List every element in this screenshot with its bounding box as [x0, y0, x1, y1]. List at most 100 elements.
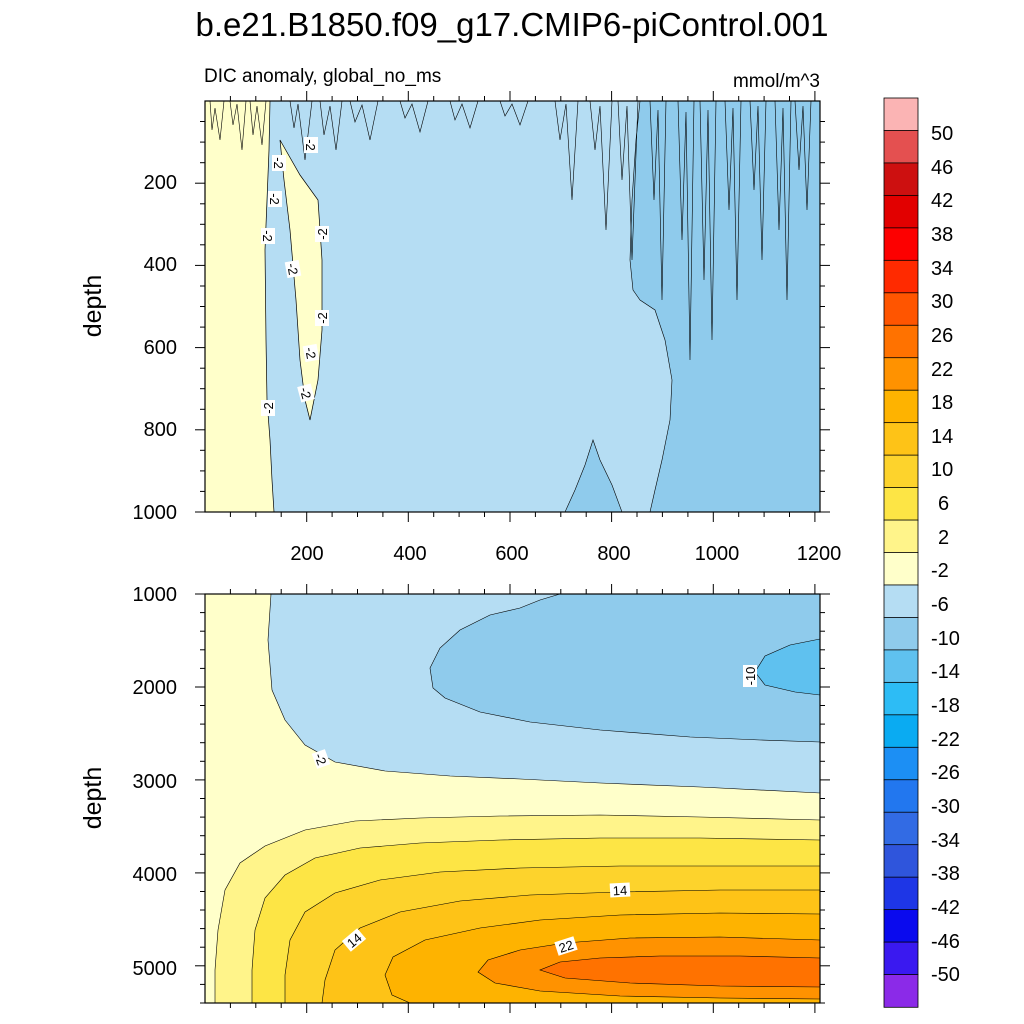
lower-ytick-label: 4000: [133, 864, 178, 886]
contour-label: -10: [743, 667, 758, 686]
colorbar-label: 10: [931, 459, 953, 481]
colorbar-box: [883, 324, 919, 359]
lower-ytick-label: 3000: [133, 771, 178, 793]
colorbar-box: [883, 130, 919, 164]
colorbar-label: 30: [931, 291, 953, 313]
colorbar-label: -26: [931, 762, 960, 784]
colorbar-box: [883, 227, 919, 262]
colorbar-label: -14: [931, 661, 960, 683]
contour-label: -2: [284, 262, 301, 276]
chart-title: b.e21.B1850.f09_g17.CMIP6-piControl.001: [196, 6, 829, 43]
colorbar-box: [883, 779, 919, 813]
colorbar-box: [883, 681, 919, 716]
colorbar-label: 46: [931, 157, 953, 179]
colorbar-box: [883, 292, 919, 326]
colorbar-label: -22: [931, 729, 960, 751]
upper-panel: 200 400 600 800 1000 200 400 600 800 100…: [79, 91, 841, 565]
upper-ytick-label: 600: [144, 337, 177, 359]
upper-xtick-label: 1200: [797, 543, 842, 565]
colorbar-box: [883, 617, 919, 651]
colorbar-label: -46: [931, 931, 960, 953]
upper-fill-band-neg6: [629, 101, 820, 512]
colorbar-label: 26: [931, 325, 953, 347]
lower-ytick-label: 2000: [133, 677, 178, 699]
colorbar-box: [883, 649, 919, 684]
colorbar-box: [883, 584, 919, 619]
colorbar-box: [883, 844, 919, 878]
contour-label: 22: [557, 937, 575, 956]
lower-fill-band-neg6: [429, 594, 820, 743]
lower-y-ticks: [195, 593, 830, 1004]
colorbar-label: -38: [931, 863, 960, 885]
colorbar-box: [883, 487, 919, 521]
contour-label: -2: [271, 157, 286, 169]
upper-xtick-label: 1000: [695, 543, 740, 565]
colorbar-label: 42: [931, 190, 953, 212]
contour-label: -2: [260, 230, 275, 242]
contour-label: -2: [303, 139, 318, 151]
upper-xtick-label: 400: [393, 543, 426, 565]
colorbar-labels: 50 46 42 38 34 30 26 22 18 14 10 6 2 -2 …: [931, 123, 960, 986]
colorbar-label: -34: [931, 830, 960, 852]
lower-ytick-label: 5000: [133, 958, 178, 980]
lower-x-ticks: [229, 584, 816, 1013]
upper-ytick-label: 1000: [133, 502, 178, 524]
contour-label: -2: [315, 228, 330, 240]
contour-label: -2: [297, 386, 314, 401]
colorbar-label: 34: [931, 258, 953, 280]
colorbar-box: [883, 422, 919, 456]
upper-ytick-label: 800: [144, 419, 177, 441]
colorbar-label: 2: [938, 527, 949, 549]
contour-label: -2: [312, 751, 330, 767]
colorbar-label: 14: [931, 426, 953, 448]
contour-label: -2: [261, 402, 276, 414]
upper-xtick-label: 200: [290, 543, 323, 565]
colorbar-box: [883, 974, 919, 1008]
colorbar-box: [883, 259, 919, 294]
units-string: mmol/m^3: [733, 71, 820, 92]
colorbar-box: [883, 194, 919, 229]
colorbar-box: [883, 454, 919, 489]
lower-fill-band-neg10: [754, 638, 820, 696]
colorbar-label: -10: [931, 628, 960, 650]
lower-contour-labels: -10 -2 14 14 22: [312, 665, 758, 956]
upper-xtick-label: 800: [597, 543, 630, 565]
colorbar-label: -50: [931, 964, 960, 986]
contour-label: -2: [302, 346, 319, 360]
colorbar-box: [883, 552, 919, 586]
lower-ylabel: depth: [79, 767, 107, 830]
contour-label: 14: [612, 883, 627, 899]
colorbar-box: [883, 162, 919, 197]
colorbar-label: -18: [931, 695, 960, 717]
colorbar-label: 6: [938, 493, 949, 515]
colorbar: [883, 97, 919, 1008]
lower-ytick-label: 1000: [133, 584, 178, 606]
colorbar-box: [883, 389, 919, 424]
upper-x-ticks: [229, 91, 816, 522]
upper-xtick-label: 600: [495, 543, 528, 565]
upper-y-ticks: [195, 121, 830, 513]
colorbar-box: [883, 876, 919, 911]
contour-label: -2: [267, 193, 282, 205]
colorbar-label: -42: [931, 897, 960, 919]
upper-contour-labels: -2 -2 -2 -2 -2 -2 -2 -2 -2 -2: [260, 137, 330, 416]
contour-label: -2: [315, 312, 330, 324]
upper-fill-band-neg6-trough: [564, 439, 623, 512]
left-string: DIC anomaly, global_no_ms: [204, 66, 441, 87]
colorbar-label: 18: [931, 392, 953, 414]
colorbar-box: [883, 811, 919, 846]
colorbar-label: -2: [931, 560, 949, 582]
colorbar-box: [883, 941, 919, 976]
colorbar-box: [883, 97, 919, 132]
colorbar-label: 22: [931, 359, 953, 381]
colorbar-label: 50: [931, 123, 953, 145]
upper-ylabel: depth: [79, 275, 107, 338]
colorbar-box: [883, 357, 919, 391]
colorbar-label: -6: [931, 594, 949, 616]
colorbar-box: [883, 714, 919, 748]
upper-ytick-label: 200: [144, 172, 177, 194]
upper-fill-band-pos2: [205, 101, 275, 512]
colorbar-box: [883, 519, 919, 554]
lower-fill-band-pos30: [539, 955, 820, 988]
colorbar-box: [883, 746, 919, 781]
